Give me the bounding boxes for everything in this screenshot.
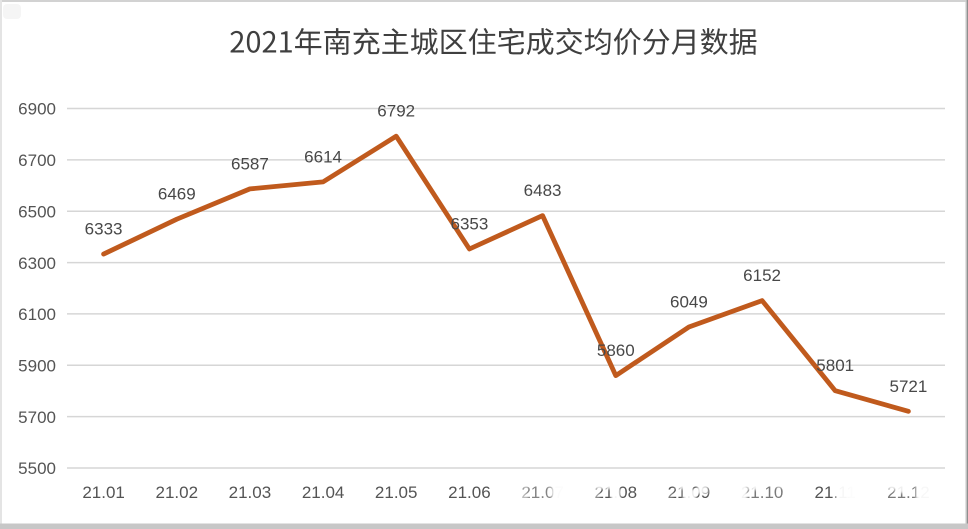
svg-text:6333: 6333	[85, 220, 123, 239]
svg-text:6469: 6469	[158, 185, 196, 204]
svg-text:6300: 6300	[18, 254, 56, 273]
svg-text:21.02: 21.02	[156, 483, 199, 502]
svg-text:21.01: 21.01	[82, 483, 125, 502]
svg-text:6700: 6700	[18, 151, 56, 170]
svg-text:5801: 5801	[816, 356, 854, 375]
svg-text:5900: 5900	[18, 357, 56, 376]
svg-text:6353: 6353	[450, 215, 488, 234]
svg-text:5700: 5700	[18, 408, 56, 427]
svg-text:21.03: 21.03	[229, 483, 272, 502]
svg-text:6152: 6152	[743, 266, 781, 285]
svg-text:5860: 5860	[597, 341, 635, 360]
svg-text:6049: 6049	[670, 293, 708, 312]
svg-text:6483: 6483	[524, 181, 562, 200]
svg-text:6500: 6500	[18, 202, 56, 221]
svg-text:6100: 6100	[18, 305, 56, 324]
svg-text:21.06: 21.06	[448, 483, 491, 502]
svg-text:6614: 6614	[304, 147, 342, 166]
svg-text:5721: 5721	[889, 377, 927, 396]
svg-text:6900: 6900	[18, 100, 56, 119]
svg-text:6792: 6792	[377, 102, 415, 121]
svg-text:21.05: 21.05	[375, 483, 418, 502]
svg-text:6587: 6587	[231, 154, 269, 173]
svg-text:5500: 5500	[18, 459, 56, 478]
svg-text:21.04: 21.04	[302, 483, 345, 502]
